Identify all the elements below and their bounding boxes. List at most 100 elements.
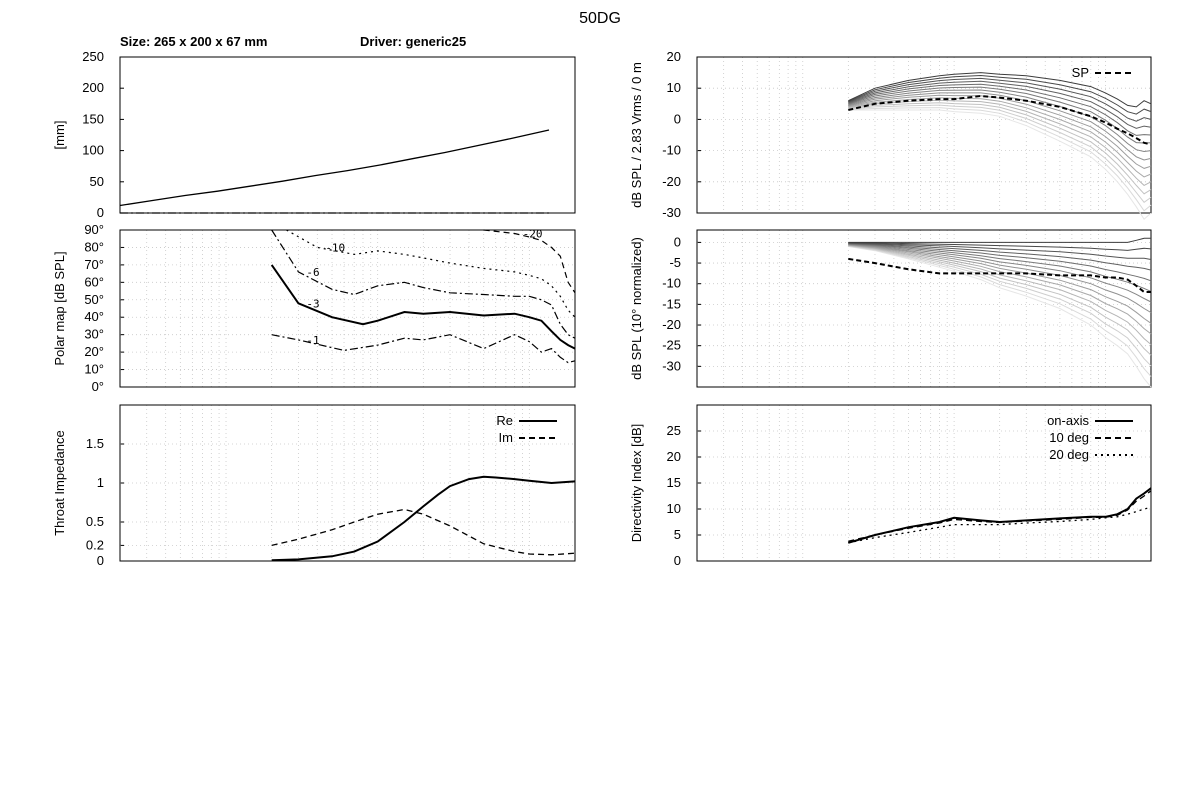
impedance-series-0 [271,475,576,562]
norm-angle-curve [848,245,1152,356]
impedance-series-1 [271,508,576,556]
polar-ylabel: Polar map [dB SPL] [52,251,67,365]
norm-ytick-label: -5 [669,255,681,270]
norm-ylabel: dB SPL (10° normalized) [629,237,644,380]
polar-ytick-label: 60° [84,274,104,289]
profile-ytick-label: 50 [90,174,104,189]
contour-4 [483,229,576,294]
polar-ytick-label: 10° [84,362,104,377]
polar-ytick-label: 50° [84,292,104,307]
spl-angle-curve [848,92,1152,161]
spl-sp-curve [848,94,1152,146]
profile-frame [119,56,576,214]
spl-legend-label: SP [1072,65,1089,80]
impedance-ytick-label: 0 [97,553,104,568]
polar-ytick-label: 70° [84,257,104,272]
spl-angle-curve [848,104,1152,203]
di-series-0 [848,487,1152,544]
polar-ytick-label: 80° [84,239,104,254]
contour-label: -3 [306,297,319,310]
norm-ytick-label: -20 [662,317,681,332]
polar-ytick-label: 40° [84,309,104,324]
polar-ytick-label: 20° [84,344,104,359]
spl-ytick-label: 0 [674,111,681,126]
profile-ytick-label: 150 [82,111,104,126]
norm-angle-curve [848,243,1152,282]
contour-1 [270,264,576,350]
spl-angle-curve [848,77,1152,122]
spl-ytick-label: 20 [667,49,681,64]
norm-frame [696,229,1152,388]
norm-angle-curve [848,242,1152,260]
polar-ytick-label: 0° [92,379,104,394]
polar-ytick-label: 90° [84,222,104,237]
impedance-ytick-label: 1.5 [86,436,104,451]
spl-angle-curve [848,97,1152,178]
impedance-legend-label: Re [496,413,513,428]
spl-angle-curve [848,80,1152,129]
norm-ytick-label: -10 [662,276,681,291]
norm-angle-curve [848,242,1152,251]
norm-angle-curve [848,246,1152,388]
profile-ytick-label: 250 [82,49,104,64]
norm-angle-curve [848,245,1152,367]
di-legend-label: 10 deg [1049,430,1089,445]
di-ytick-label: 20 [667,449,681,464]
spl-ytick-label: -20 [662,174,681,189]
polar-ytick-label: 30° [84,327,104,342]
profile-ytick-label: 0 [97,205,104,220]
di-ylabel: Directivity Index [dB] [629,424,644,543]
norm-angle-curve [848,245,1152,377]
contour-2 [271,229,576,339]
spl-angle-curve [848,109,1152,220]
norm-sp-curve [848,257,1151,293]
norm-angle-curve [848,244,1152,335]
impedance-legend-label: Im [499,430,513,445]
contour-label: -1 [306,334,319,347]
spl-ytick-label: 10 [667,80,681,95]
spl-angle-curve [848,72,1152,108]
norm-ytick-label: -15 [662,296,681,311]
contour-label: -20 [523,227,543,240]
contour-0 [271,334,576,364]
size-label: Size: 265 x 200 x 67 mm [120,34,267,49]
norm-ytick-label: -30 [662,358,681,373]
profile-ylabel: [mm] [52,121,67,150]
norm-angle-curve [848,244,1152,345]
di-ytick-label: 10 [667,501,681,516]
norm-angle-curve [848,244,1152,324]
norm-ytick-label: 0 [674,234,681,249]
norm-ytick-label: -25 [662,338,681,353]
spl-angle-curve [848,89,1152,153]
di-legend-label: 20 deg [1049,447,1089,462]
spl-angle-curve [848,102,1152,195]
norm-angle-curve [848,237,1151,243]
spl-ylabel: dB SPL / 2.83 Vrms / 0 m [629,62,644,208]
profile-ytick-label: 200 [82,80,104,95]
impedance-ytick-label: 0.5 [86,514,104,529]
norm-angle-curve [848,242,1152,271]
figure-title: 50DG [579,10,621,27]
spl-angle-curve [848,83,1152,136]
spl-angle-curve [848,107,1152,212]
di-frame [696,404,1152,562]
impedance-ytick-label: 0.2 [86,537,104,552]
polar-frame [119,229,576,388]
spl-angle-curve [848,94,1152,169]
impedance-ylabel: Throat Impedance [52,430,67,536]
di-ytick-label: 5 [674,527,681,542]
impedance-frame [119,404,576,562]
profile-series-0 [119,129,550,207]
spl-ytick-label: -30 [662,205,681,220]
contour-label: -10 [325,241,345,254]
spl-angle-curve [848,86,1152,144]
impedance-ytick-label: 1 [97,475,104,490]
contour-label: -6 [306,266,319,279]
profile-ytick-label: 100 [82,143,104,158]
norm-angle-curve [848,243,1152,303]
norm-angle-curve [848,244,1152,314]
spl-ytick-label: -10 [662,143,681,158]
contour-3 [286,229,576,318]
